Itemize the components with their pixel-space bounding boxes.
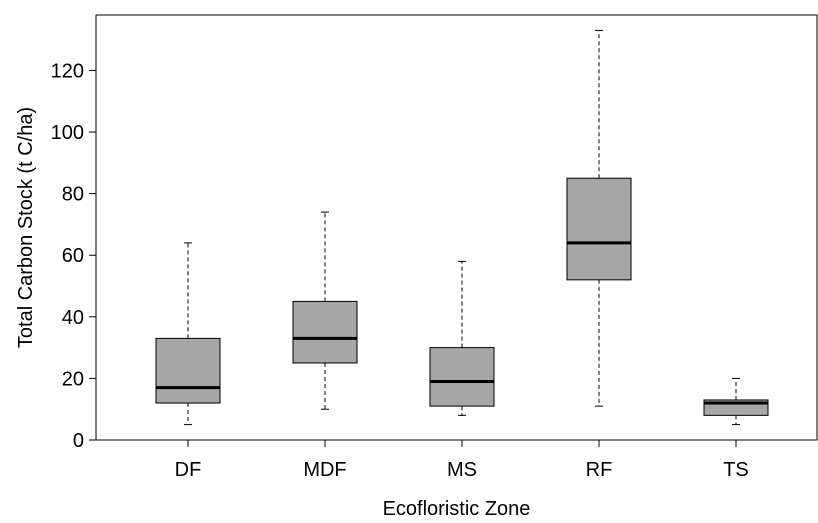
y-tick-label-120: 120 — [51, 60, 84, 82]
boxes-group — [155, 29, 769, 426]
box-rf — [566, 29, 632, 407]
x-tick-label-ts: TS — [723, 459, 749, 481]
x-tick-label-rf: RF — [586, 459, 613, 481]
y-axis-group: 0 20 40 60 80 100 120 — [51, 60, 96, 452]
y-tick-label-40: 40 — [62, 307, 84, 329]
x-tick-label-ms: MS — [447, 459, 477, 481]
box-mdf — [292, 211, 358, 410]
box-ms — [429, 260, 495, 416]
y-tick-label-100: 100 — [51, 122, 84, 144]
box-body-rf — [566, 177, 632, 281]
plot-frame-group — [95, 14, 818, 441]
x-axis-group: DF MDF MS RF TS — [175, 440, 749, 481]
x-tick-label-mdf: MDF — [303, 459, 346, 481]
y-tick-label-80: 80 — [62, 184, 84, 206]
y-tick-label-0: 0 — [73, 430, 84, 452]
box-body-ms — [429, 347, 495, 407]
box-df — [155, 242, 221, 426]
y-axis-title: Total Carbon Stock (t C/ha) — [15, 107, 37, 348]
plot-frame — [95, 14, 818, 441]
box-body-df — [155, 337, 221, 404]
box-body-mdf — [292, 300, 358, 364]
x-tick-label-df: DF — [175, 459, 202, 481]
y-tick-label-60: 60 — [62, 245, 84, 267]
x-axis-title: Ecofloristic Zone — [383, 498, 531, 520]
y-tick-label-20: 20 — [62, 368, 84, 390]
box-ts — [703, 377, 769, 426]
